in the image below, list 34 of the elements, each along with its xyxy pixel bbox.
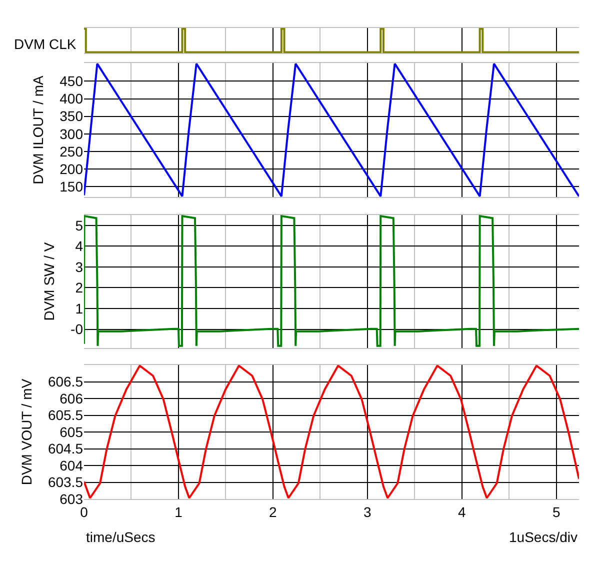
y-axis-title: DVM SW / V — [41, 242, 58, 321]
text: 1uSecs/div — [509, 529, 578, 545]
y-tick-label: 400 — [60, 90, 84, 107]
x-tick-label: 5 — [552, 504, 560, 520]
y-tick-label: 605 — [60, 424, 84, 440]
y-tick-label: 3 — [75, 258, 84, 275]
y-axis-title: DVM VOUT / mV — [18, 378, 35, 486]
y-tick-label: 606.5 — [48, 374, 84, 390]
y-tick-label: 604.5 — [48, 440, 84, 457]
y-tick-label: 300 — [60, 126, 84, 142]
y-tick-label: -0 — [70, 321, 84, 338]
y-tick-label: 450 — [60, 73, 84, 90]
line-series — [84, 215, 579, 347]
y-tick-label: 4 — [75, 238, 84, 254]
y-tick-label: 250 — [60, 143, 84, 160]
y-tick-label: 150 — [60, 178, 84, 194]
y-tick-label: 605.5 — [48, 407, 84, 424]
y-tick-label: 200 — [60, 160, 84, 177]
x-tick-label: 4 — [458, 504, 466, 520]
y-tick-label: 604 — [60, 457, 84, 474]
y-tick-label: 2 — [75, 280, 84, 296]
y-tick-label: 603.5 — [48, 474, 84, 490]
y-axis-title: DVM CLK — [14, 36, 77, 52]
y-axis-title: DVM ILOUT / mA — [30, 75, 46, 184]
y-tick-label: 606 — [60, 390, 84, 406]
line-series — [84, 365, 579, 499]
line-series — [84, 63, 579, 197]
x-tick-label: 2 — [269, 504, 278, 520]
y-tick-label: 5 — [75, 217, 84, 234]
x-tick-label: 1 — [174, 504, 183, 520]
y-tick-label: 1 — [75, 300, 84, 316]
y-tick-label: 350 — [60, 108, 84, 124]
x-axis-title: time/uSecs — [86, 529, 156, 545]
x-tick-label: 3 — [364, 504, 372, 520]
